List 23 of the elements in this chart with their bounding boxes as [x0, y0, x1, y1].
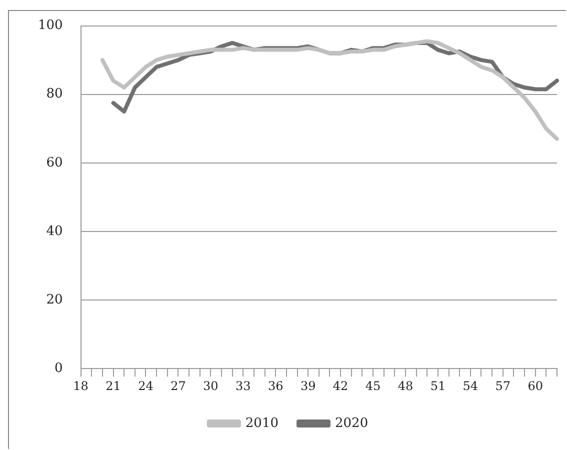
x-tick-label: 39	[300, 378, 316, 393]
x-tick-label: 33	[236, 378, 251, 393]
y-tick-label: 100	[38, 18, 63, 34]
x-tick-label: 48	[398, 378, 414, 393]
y-tick-label: 80	[46, 86, 63, 102]
x-tick-label: 54	[462, 378, 478, 393]
y-tick-label: 0	[54, 360, 63, 376]
x-tick-label: 18	[73, 378, 88, 393]
x-tick-label: 30	[203, 378, 218, 393]
y-tick-label: 40	[46, 224, 63, 239]
x-tick-label: 60	[528, 378, 543, 393]
x-tick-label: 42	[332, 378, 348, 393]
x-tick-label: 27	[170, 378, 186, 393]
x-tick-label: 45	[365, 378, 381, 393]
x-tick-label: 36	[268, 378, 284, 393]
y-tick-label: 60	[46, 155, 63, 170]
legend-label: 2010	[245, 416, 279, 431]
y-tick-label: 20	[46, 292, 63, 308]
x-tick-label: 57	[495, 378, 511, 393]
x-tick-label: 51	[430, 378, 446, 393]
legend-label: 2020	[335, 416, 368, 431]
x-tick-label: 21	[106, 378, 121, 393]
x-tick-label: 24	[138, 378, 154, 393]
